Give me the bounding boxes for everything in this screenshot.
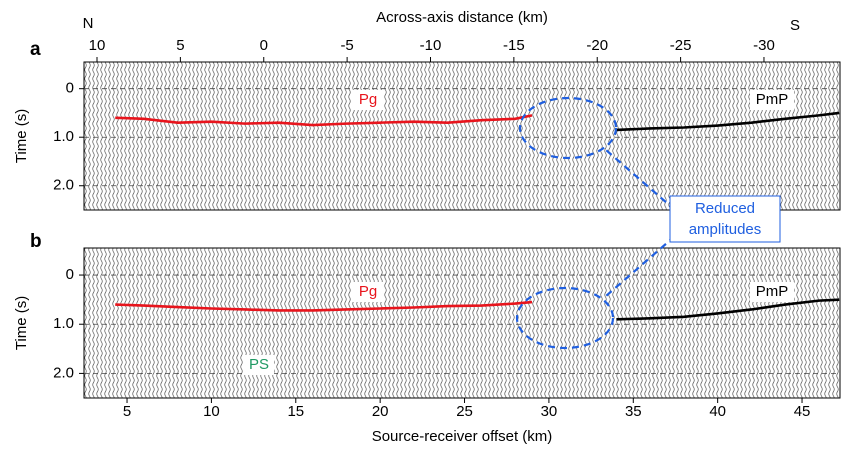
top-axis-label: Across-axis distance (km)	[376, 9, 548, 26]
label-bg	[352, 282, 384, 302]
x2-tick-label: 0	[260, 37, 268, 54]
panel-label: b	[30, 231, 42, 252]
annotation: PmP	[756, 283, 789, 300]
pick-line	[616, 111, 840, 132]
x-tick-label: 35	[625, 403, 642, 420]
y-axis-label: Time (s)	[13, 109, 30, 163]
callout-box	[669, 195, 781, 243]
label-bg	[352, 90, 384, 110]
annotation: S	[790, 17, 800, 34]
x-tick-label: 40	[709, 403, 726, 420]
annotation: PmP	[756, 91, 789, 108]
pick-line	[115, 114, 533, 127]
x-tick-label: 25	[456, 403, 473, 420]
x2-tick-label: 10	[89, 37, 106, 54]
y-tick-label: 2.0	[53, 177, 74, 194]
x2-tick-label: -25	[670, 37, 692, 54]
y-tick-label: 2.0	[53, 364, 74, 381]
y-tick-label: 1.0	[53, 315, 74, 332]
annotation: PS	[249, 356, 269, 373]
bottom-axis-label: Source-receiver offset (km)	[372, 428, 553, 445]
label-bg	[750, 282, 794, 302]
callout-text: amplitudes	[689, 221, 762, 238]
x2-tick-label: -5	[340, 37, 353, 54]
record-section-b	[83, 247, 841, 399]
label-bg	[244, 355, 274, 375]
x-tick-label: 5	[123, 403, 131, 420]
label-bg	[750, 90, 794, 110]
x-tick-label: 10	[203, 403, 220, 420]
x-tick-label: 45	[794, 403, 811, 420]
y-tick-label: 0	[66, 80, 74, 97]
annotation: N	[83, 15, 94, 32]
x-tick-label: 20	[372, 403, 389, 420]
y-axis-label: Time (s)	[13, 296, 30, 350]
annotation: Pg	[359, 283, 377, 300]
y-tick-label: 1.0	[53, 128, 74, 145]
plot-layer: 0 1.0 2.0 10 5 0 -5 -10 -15 -20 -25 -30 0 1.0 2.0 5 10 15…	[53, 37, 840, 420]
x-tick-label: 15	[287, 403, 304, 420]
x2-tick-label: -15	[503, 37, 525, 54]
callout-shapes	[515, 96, 676, 350]
pick-line	[616, 298, 840, 321]
callout-text: Reduced	[695, 200, 755, 217]
annotation: Pg	[359, 91, 377, 108]
x-tick-label: 30	[541, 403, 558, 420]
x2-tick-label: -30	[753, 37, 775, 54]
x2-tick-label: 5	[176, 37, 184, 54]
x2-tick-label: -10	[420, 37, 442, 54]
record-section-a	[83, 61, 841, 211]
x2-tick-label: -20	[586, 37, 608, 54]
y-tick-label: 0	[66, 266, 74, 283]
panel-label: a	[30, 39, 41, 60]
pick-line	[115, 300, 533, 312]
